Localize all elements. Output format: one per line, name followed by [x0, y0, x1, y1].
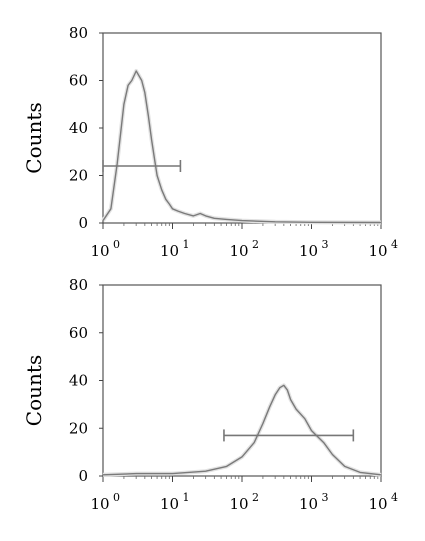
x-tick-exponent: 1	[183, 491, 190, 504]
x-tick-exponent: 2	[252, 491, 259, 504]
x-tick-exponent: 1	[183, 238, 190, 251]
x-tick-exponent: 3	[322, 491, 329, 504]
y-tick-label: 40	[69, 119, 88, 137]
y-tick-label: 0	[78, 214, 88, 232]
x-tick-exponent: 0	[113, 491, 120, 504]
y-tick-label: 40	[69, 372, 88, 390]
plot-frame	[102, 284, 382, 477]
plot-frame	[102, 32, 382, 224]
x-tick-label: 10	[299, 242, 318, 260]
y-tick-label: 60	[69, 72, 88, 90]
x-tick-label: 10	[299, 495, 318, 513]
x-tick-exponent: 2	[252, 238, 259, 251]
histogram-curve	[102, 70, 382, 224]
y-tick-label: 0	[78, 467, 88, 485]
x-tick-label: 10	[229, 495, 248, 513]
x-tick-exponent: 4	[391, 238, 398, 251]
x-tick-label: 10	[160, 495, 179, 513]
y-tick-label: 20	[69, 167, 88, 185]
y-tick-label: 60	[69, 324, 88, 342]
x-tick-exponent: 0	[113, 238, 120, 251]
y-axis-title: Counts	[22, 102, 46, 173]
y-tick-label: 20	[69, 419, 88, 437]
x-tick-label: 10	[368, 242, 387, 260]
x-tick-exponent: 4	[391, 491, 398, 504]
x-tick-label: 10	[90, 495, 109, 513]
y-tick-label: 80	[69, 24, 88, 42]
x-tick-label: 10	[160, 242, 179, 260]
y-axis-title: Counts	[22, 355, 46, 426]
x-tick-label: 10	[368, 495, 387, 513]
histogram-curve	[102, 384, 382, 476]
y-tick-label: 80	[69, 276, 88, 294]
x-tick-label: 10	[229, 242, 248, 260]
x-tick-exponent: 3	[322, 238, 329, 251]
x-tick-label: 10	[90, 242, 109, 260]
